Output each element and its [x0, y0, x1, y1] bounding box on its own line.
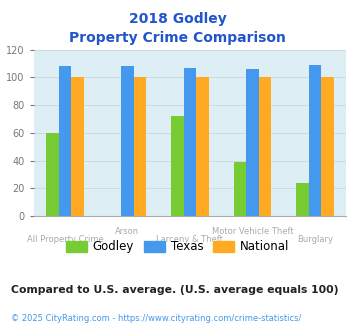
Text: Burglary: Burglary	[297, 235, 333, 244]
Bar	[259, 77, 271, 216]
Bar	[71, 77, 84, 216]
Bar	[184, 68, 196, 216]
Bar	[46, 133, 59, 216]
Bar	[134, 77, 146, 216]
Bar	[171, 116, 184, 216]
Text: Arson: Arson	[115, 227, 140, 236]
Bar	[246, 69, 259, 216]
Bar	[121, 66, 134, 216]
Text: Compared to U.S. average. (U.S. average equals 100): Compared to U.S. average. (U.S. average …	[11, 285, 338, 295]
Bar	[296, 183, 308, 216]
Bar	[59, 66, 71, 216]
Legend: Godley, Texas, National: Godley, Texas, National	[61, 236, 294, 258]
Bar	[196, 77, 209, 216]
Text: Larceny & Theft: Larceny & Theft	[157, 235, 223, 244]
Bar	[308, 65, 321, 216]
Text: © 2025 CityRating.com - https://www.cityrating.com/crime-statistics/: © 2025 CityRating.com - https://www.city…	[11, 314, 301, 323]
Text: All Property Crime: All Property Crime	[27, 235, 103, 244]
Bar	[234, 162, 246, 216]
Bar	[321, 77, 334, 216]
Text: Property Crime Comparison: Property Crime Comparison	[69, 31, 286, 45]
Text: 2018 Godley: 2018 Godley	[129, 12, 226, 25]
Text: Motor Vehicle Theft: Motor Vehicle Theft	[212, 227, 293, 236]
